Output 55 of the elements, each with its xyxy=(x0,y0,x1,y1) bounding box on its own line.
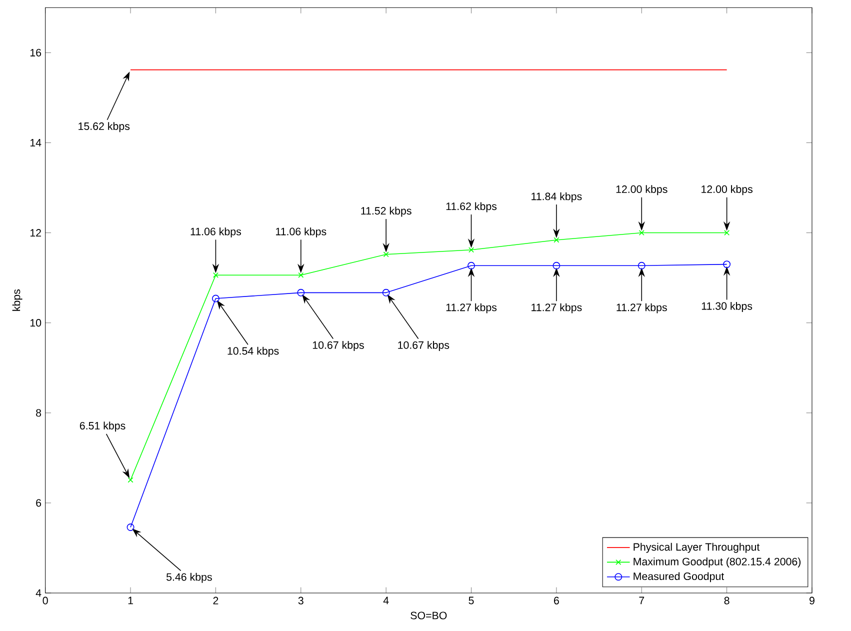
x-tick-label: 4 xyxy=(383,596,389,604)
point xyxy=(128,477,134,483)
y-tick-label: 4 xyxy=(36,589,42,597)
annotation: 11.52 kbps xyxy=(361,206,412,217)
annotation: 10.67 kbps xyxy=(398,341,450,351)
x-tick-label: 6 xyxy=(554,596,559,604)
point xyxy=(212,272,218,278)
point xyxy=(298,272,304,278)
annotation: 11.27 kbps xyxy=(532,303,582,314)
x-tick-label: 9 xyxy=(810,596,814,604)
y-tick-label: 10 xyxy=(30,319,42,327)
legend-label: Physical Layer Throughput xyxy=(634,542,760,553)
annotation: 10.54 kbps xyxy=(228,346,279,357)
x-tick-label: 2 xyxy=(213,596,218,604)
x-axis-title: SO=BO xyxy=(410,612,447,620)
point xyxy=(212,294,220,302)
x-tick-label: 8 xyxy=(724,596,730,604)
point xyxy=(638,262,646,270)
point xyxy=(126,524,134,531)
point xyxy=(723,260,731,268)
y-tick-label: 14 xyxy=(30,139,42,146)
x-tick-label: 3 xyxy=(298,596,304,604)
annotation: 11.62 kbps xyxy=(446,202,497,212)
y-tick-label: 6 xyxy=(36,499,42,507)
annotation: 12.00 kbps xyxy=(616,185,668,196)
x-tick-label: 5 xyxy=(468,596,474,604)
annotation: 5.46 kbps xyxy=(166,572,212,583)
point xyxy=(468,262,475,270)
x-tick-label: 7 xyxy=(639,596,644,604)
point xyxy=(554,237,560,243)
legend-label: Measured Goodput xyxy=(634,572,724,582)
point xyxy=(724,230,730,236)
annotation: 6.51 kbps xyxy=(80,422,126,432)
y-tick-label: 16 xyxy=(30,48,42,56)
point xyxy=(468,247,474,253)
legend-label: Maximum Goodput (802.15.4 2006) xyxy=(634,558,801,568)
point xyxy=(638,230,644,236)
y-tick-label: 8 xyxy=(36,409,42,417)
point xyxy=(297,288,305,296)
annotation: 11.84 kbps xyxy=(532,192,582,202)
x-tick-label: 1 xyxy=(128,596,133,604)
point xyxy=(383,252,389,258)
point xyxy=(552,262,560,270)
annotation: 11.30 kbps xyxy=(702,302,752,312)
point xyxy=(382,288,390,296)
y-tick-label: 12 xyxy=(30,229,41,237)
annotation: 10.67 kbps xyxy=(312,341,364,351)
annotation: 12.00 kbps xyxy=(702,185,753,196)
annotation: 11.06 kbps xyxy=(276,227,326,238)
x-tick-label: 0 xyxy=(42,596,48,604)
annotation: 11.06 kbps xyxy=(190,227,242,238)
annotation: 11.27 kbps xyxy=(446,303,497,314)
y-axis-title: kbps xyxy=(12,289,22,311)
annotation: 11.27 kbps xyxy=(616,303,667,314)
annotation: 15.62 kbps xyxy=(78,122,130,132)
